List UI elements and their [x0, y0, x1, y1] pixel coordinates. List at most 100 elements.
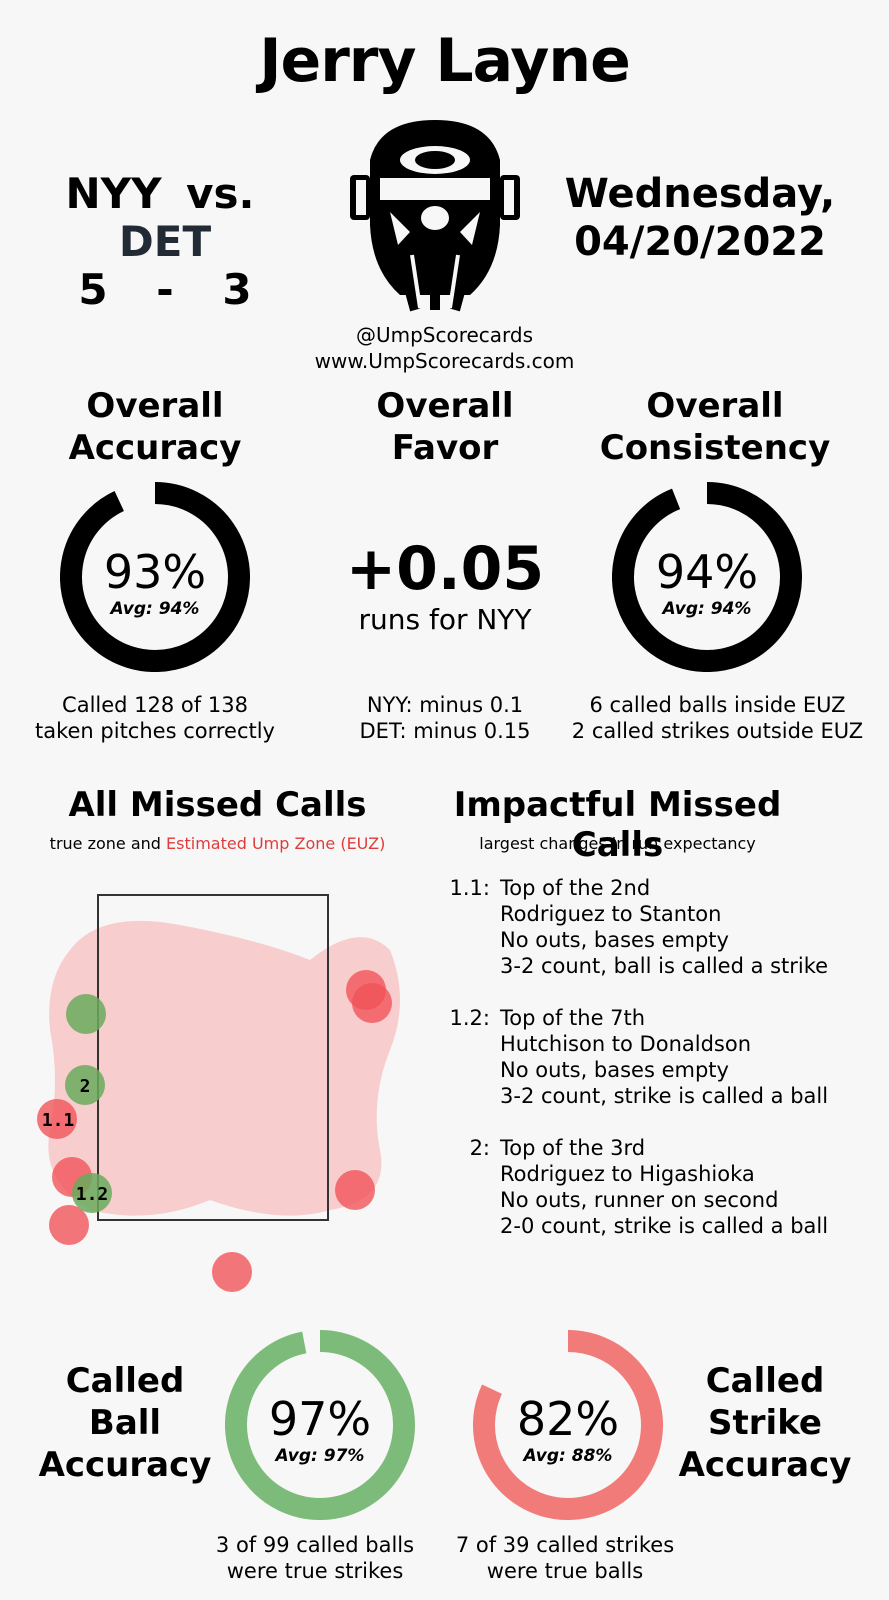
impactful-subtitle: largest changes in run expectancy: [479, 834, 756, 853]
missed-call-dot: [352, 983, 392, 1023]
vs-label: vs.: [186, 169, 255, 218]
ball-accuracy-value: 97%: [268, 1392, 372, 1446]
call-line: Rodriguez to Stanton: [500, 902, 722, 926]
strike-detail-line2: were true balls: [486, 1559, 644, 1583]
accuracy-detail-line1: Called 128 of 138: [62, 693, 248, 717]
missed-call-dot: [72, 1173, 112, 1213]
favor-title: Overall Favor: [300, 385, 590, 469]
call-line: 2-0 count, strike is called a ball: [500, 1214, 829, 1238]
accuracy-value: 93%: [103, 545, 207, 599]
website: www.UmpScorecards.com: [314, 349, 575, 373]
strike-detail-line1: 7 of 39 called strikes: [455, 1533, 675, 1557]
missed-sub-euz: Estimated Ump Zone (EUZ): [166, 834, 386, 853]
twitter-handle: @UmpScorecards: [355, 323, 534, 347]
ring-arc: [473, 1330, 663, 1520]
accuracy-detail-line2: taken pitches correctly: [34, 719, 275, 743]
impactful-title: Impactful Missed Calls: [453, 785, 782, 865]
call-details: Top of the 2nd Rodriguez to Stanton No o…: [500, 875, 828, 979]
call-line: No outs, bases empty: [500, 1058, 729, 1082]
call-id: 2:: [469, 1136, 490, 1160]
accuracy-avg: Avg: 94%: [110, 599, 200, 619]
ball-title-line2: Ball: [88, 1403, 162, 1443]
ring-arc: [60, 482, 250, 672]
accuracy-ring: [60, 482, 250, 672]
strike-value-block: 82% Avg: 88%: [473, 1392, 663, 1466]
missed-calls-title: All Missed Calls: [68, 785, 367, 825]
favor-value-block: +0.05 runs for NYY: [300, 535, 590, 636]
score-line: 5 - 3: [20, 266, 310, 314]
missed-call-dot: [66, 994, 106, 1034]
ball-title-line3: Accuracy: [38, 1445, 212, 1485]
strike-zone: [97, 894, 329, 1221]
strike-title-line2: Strike: [708, 1403, 822, 1443]
ball-detail-line1: 3 of 99 called balls: [215, 1533, 415, 1557]
accuracy-title-line1: Overall: [86, 386, 224, 426]
plot-label-1-1: 1.1: [42, 1110, 75, 1131]
ring-arc: [225, 1330, 415, 1520]
strike-accuracy-ring: [473, 1330, 663, 1520]
umpire-mask-icon: [350, 120, 520, 312]
call-details: Top of the 7th Hutchison to Donaldson No…: [500, 1005, 828, 1109]
call-line: Top of the 2nd: [500, 876, 651, 900]
accuracy-detail: Called 128 of 138 taken pitches correctl…: [10, 692, 300, 744]
missed-call-dot: [37, 1099, 77, 1139]
missed-call-dot: [65, 1065, 105, 1105]
home-team: DET: [118, 217, 212, 266]
call-details: Top of the 3rd Rodriguez to Higashioka N…: [500, 1135, 828, 1239]
euz-region: [48, 920, 400, 1216]
favor-detail-line1: NYY: minus 0.1: [366, 693, 524, 717]
ball-detail-line2: were true strikes: [226, 1559, 404, 1583]
ball-title-line1: Called: [65, 1361, 185, 1401]
call-line: 3-2 count, strike is called a ball: [500, 1084, 829, 1108]
call-line: 3-2 count, ball is called a strike: [500, 954, 829, 978]
ball-accuracy-title: Called Ball Accuracy: [20, 1360, 230, 1486]
call-line: Hutchison to Donaldson: [500, 1032, 752, 1056]
score-dash: -: [156, 265, 174, 314]
ball-accuracy-avg: Avg: 97%: [275, 1446, 365, 1466]
consistency-detail: 6 called balls inside EUZ 2 called strik…: [555, 692, 880, 744]
consistency-detail-line2: 2 called strikes outside EUZ: [571, 719, 864, 743]
credits: @UmpScorecards www.UmpScorecards.com: [0, 322, 889, 374]
ring-arc: [612, 482, 802, 672]
consistency-value-block: 94% Avg: 94%: [612, 545, 802, 619]
accuracy-title: Overall Accuracy: [10, 385, 300, 469]
away-team: NYY: [65, 169, 162, 218]
favor-unit: runs for NYY: [358, 603, 532, 636]
accuracy-value-block: 93% Avg: 94%: [60, 545, 250, 619]
plot-label-1-2: 1.2: [76, 1184, 109, 1205]
plot-label-2: 2: [80, 1076, 91, 1097]
consistency-title-line1: Overall: [646, 386, 784, 426]
strike-title-line1: Called: [705, 1361, 825, 1401]
consistency-title-line2: Consistency: [599, 428, 831, 468]
call-line: Rodriguez to Higashioka: [500, 1162, 755, 1186]
date-value: 04/20/2022: [574, 219, 826, 265]
favor-detail-line2: DET: minus 0.15: [359, 719, 531, 743]
teams-line: NYY vs. DET: [20, 170, 310, 266]
call-line: No outs, runner on second: [500, 1188, 779, 1212]
missed-sub-plain: true zone and: [49, 834, 167, 853]
missed-call-dot: [335, 1170, 375, 1210]
away-score: 5: [78, 265, 108, 314]
game-date: Wednesday, 04/20/2022: [545, 170, 855, 266]
accuracy-title-line2: Accuracy: [68, 428, 242, 468]
strike-accuracy-detail: 7 of 39 called strikes were true balls: [420, 1532, 710, 1584]
consistency-ring: [612, 482, 802, 672]
game-score: NYY vs. DET 5 - 3: [20, 170, 310, 314]
missed-calls-plot: 2 1.1 1.2: [37, 894, 400, 1292]
strike-accuracy-title: Called Strike Accuracy: [660, 1360, 870, 1486]
consistency-avg: Avg: 94%: [662, 599, 752, 619]
missed-call-dot: [49, 1205, 89, 1245]
umpire-name: Jerry Layne: [259, 26, 631, 96]
weekday: Wednesday,: [564, 171, 836, 217]
favor-title-line1: Overall: [376, 386, 514, 426]
home-score: 3: [222, 265, 252, 314]
favor-title-line2: Favor: [391, 428, 499, 468]
consistency-value: 94%: [655, 545, 759, 599]
impactful-calls-list: 1.1: Top of the 2nd Rodriguez to Stanton…: [430, 875, 870, 1255]
missed-calls-subtitle: true zone and Estimated Ump Zone (EUZ): [10, 834, 425, 853]
ball-value-block: 97% Avg: 97%: [225, 1392, 415, 1466]
consistency-title: Overall Consistency: [560, 385, 870, 469]
call-line: No outs, bases empty: [500, 928, 729, 952]
call-id: 1.1:: [449, 876, 490, 900]
ball-accuracy-ring: [225, 1330, 415, 1520]
